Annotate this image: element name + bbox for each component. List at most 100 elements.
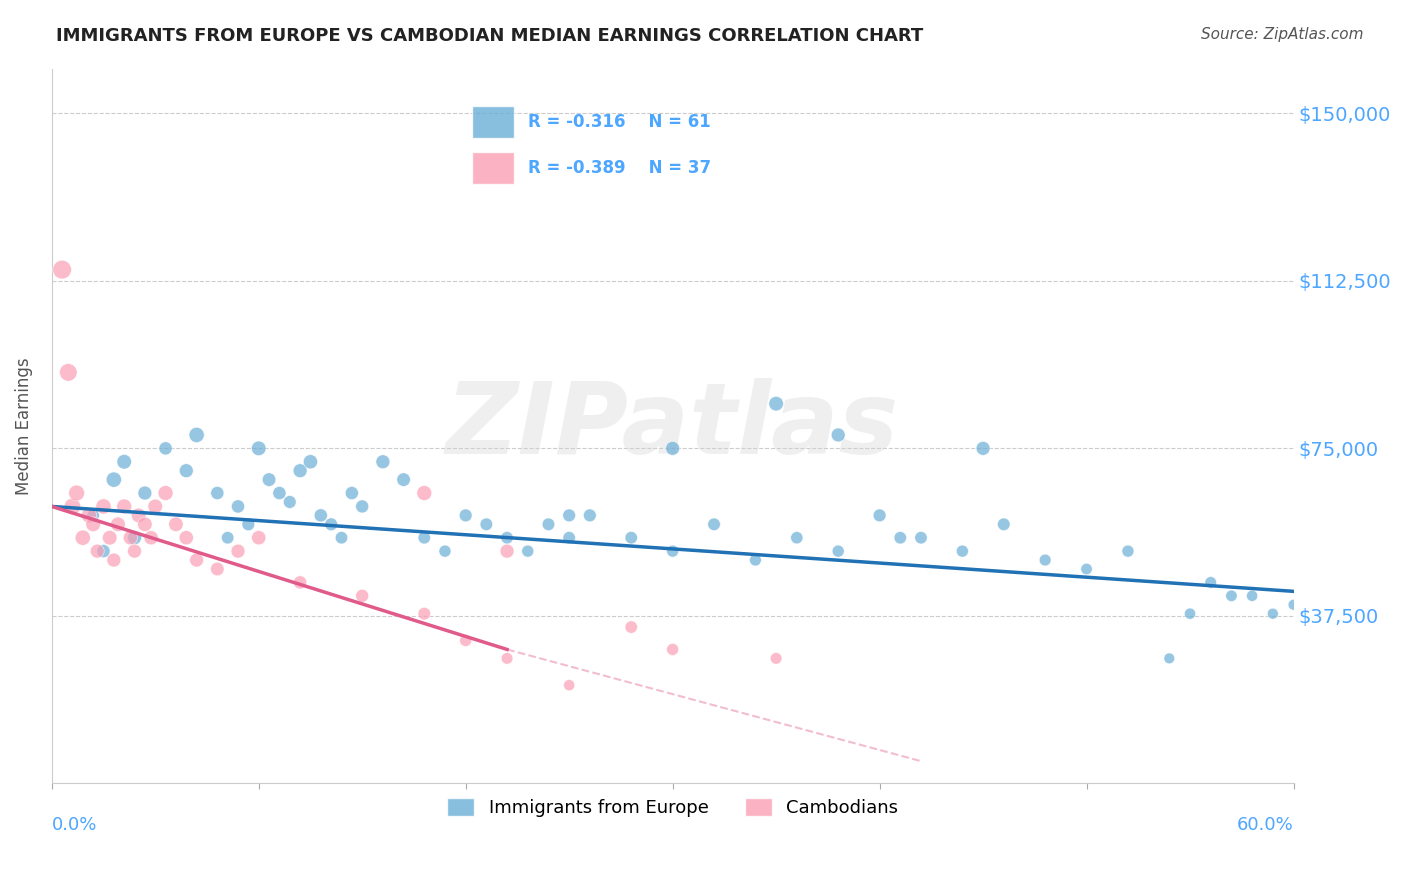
Point: [579, 508, 602, 523]
Point: [93, 500, 115, 514]
Point: [58, 365, 80, 379]
Point: [413, 486, 436, 500]
Point: [1241, 589, 1264, 603]
Point: [134, 486, 156, 500]
Point: [703, 517, 725, 532]
Point: [247, 442, 270, 456]
Point: [309, 508, 332, 523]
Point: [86, 544, 108, 558]
Point: [661, 642, 683, 657]
Point: [496, 651, 519, 665]
Point: [62, 500, 84, 514]
Point: [620, 620, 643, 634]
Point: [950, 544, 973, 558]
Point: [827, 428, 849, 442]
Point: [558, 531, 581, 545]
Point: [993, 517, 1015, 532]
Point: [139, 531, 162, 545]
Point: [51, 262, 73, 277]
Point: [1159, 651, 1181, 665]
Point: [278, 495, 301, 509]
Point: [299, 455, 322, 469]
Text: ZIPatlas: ZIPatlas: [446, 377, 900, 475]
Point: [972, 442, 994, 456]
Point: [207, 562, 229, 576]
Point: [413, 607, 436, 621]
Point: [661, 544, 683, 558]
Point: [174, 531, 197, 545]
Point: [72, 531, 94, 545]
Point: [765, 397, 787, 411]
Point: [288, 464, 311, 478]
Point: [155, 486, 177, 500]
Point: [186, 428, 208, 442]
Point: [321, 517, 343, 532]
Point: [910, 531, 932, 545]
Point: [269, 486, 291, 500]
Point: [1261, 607, 1284, 621]
Point: [1199, 575, 1222, 590]
Point: [558, 508, 581, 523]
Point: [433, 544, 456, 558]
Point: [352, 589, 374, 603]
Point: [112, 455, 135, 469]
Point: [392, 473, 415, 487]
Text: 0.0%: 0.0%: [52, 815, 97, 834]
Point: [174, 464, 197, 478]
Point: [82, 508, 104, 523]
Point: [143, 500, 166, 514]
Point: [371, 455, 394, 469]
Point: [786, 531, 808, 545]
Point: [155, 442, 177, 456]
Point: [226, 500, 249, 514]
Point: [82, 517, 104, 532]
Point: [186, 553, 208, 567]
Text: 60.0%: 60.0%: [1237, 815, 1294, 834]
Point: [165, 517, 187, 532]
Point: [288, 575, 311, 590]
Point: [226, 544, 249, 558]
Point: [257, 473, 280, 487]
Point: [103, 553, 125, 567]
Y-axis label: Median Earnings: Median Earnings: [15, 357, 32, 495]
Point: [558, 678, 581, 692]
Point: [1178, 607, 1201, 621]
Point: [413, 531, 436, 545]
Point: [537, 517, 560, 532]
Point: [661, 442, 683, 456]
Point: [1033, 553, 1056, 567]
Point: [124, 531, 146, 545]
Point: [454, 633, 477, 648]
Point: [112, 500, 135, 514]
Point: [340, 486, 363, 500]
Point: [496, 544, 519, 558]
Point: [65, 486, 87, 500]
Point: [98, 531, 121, 545]
Point: [827, 544, 849, 558]
Point: [454, 508, 477, 523]
Point: [77, 508, 100, 523]
Point: [103, 473, 125, 487]
Point: [765, 651, 787, 665]
Point: [1220, 589, 1243, 603]
Point: [217, 531, 239, 545]
Text: IMMIGRANTS FROM EUROPE VS CAMBODIAN MEDIAN EARNINGS CORRELATION CHART: IMMIGRANTS FROM EUROPE VS CAMBODIAN MEDI…: [56, 27, 924, 45]
Point: [352, 500, 374, 514]
Point: [134, 517, 156, 532]
Point: [744, 553, 766, 567]
Point: [475, 517, 498, 532]
Text: Source: ZipAtlas.com: Source: ZipAtlas.com: [1201, 27, 1364, 42]
Point: [124, 544, 146, 558]
Point: [1076, 562, 1098, 576]
Point: [620, 531, 643, 545]
Point: [1282, 598, 1305, 612]
Point: [330, 531, 353, 545]
Point: [247, 531, 270, 545]
Point: [93, 544, 115, 558]
Point: [238, 517, 260, 532]
Legend: Immigrants from Europe, Cambodians: Immigrants from Europe, Cambodians: [440, 790, 905, 824]
Point: [207, 486, 229, 500]
Point: [889, 531, 911, 545]
Point: [496, 531, 519, 545]
Point: [120, 531, 142, 545]
